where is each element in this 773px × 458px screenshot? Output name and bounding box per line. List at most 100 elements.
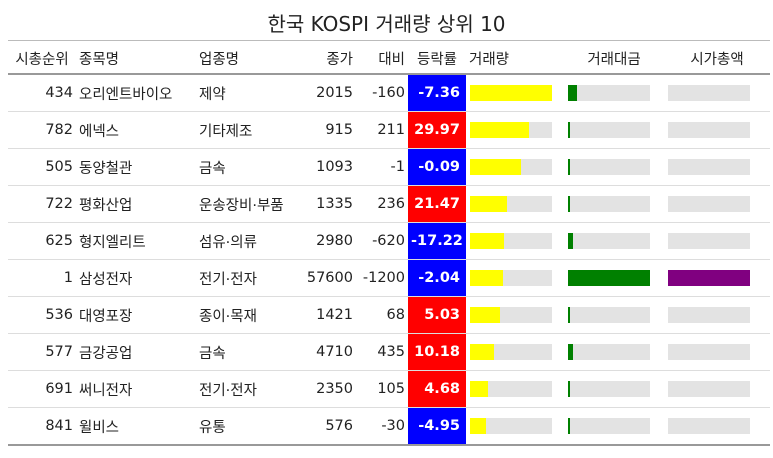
header-name: 종목명 bbox=[76, 43, 196, 75]
cell-mktcap-bar-track bbox=[668, 418, 750, 434]
cell-name: 에넥스 bbox=[76, 111, 196, 149]
cell-value-bar-track bbox=[568, 85, 650, 101]
cell-value-bar bbox=[564, 296, 664, 334]
cell-diff: 68 bbox=[356, 296, 408, 334]
table-row: 722 평화산업 운송장비·부품 1335 236 21.47 bbox=[8, 185, 770, 223]
cell-value-bar-track bbox=[568, 307, 650, 323]
cell-volume-bar-fill bbox=[470, 381, 489, 397]
table-row: 625 형지엘리트 섬유·의류 2980 -620 -17.22 bbox=[8, 222, 770, 260]
cell-volume-bar-fill bbox=[470, 418, 487, 434]
cell-sector: 유통 bbox=[196, 407, 300, 446]
cell-mktcap-bar bbox=[664, 333, 770, 371]
cell-value-bar bbox=[564, 370, 664, 408]
cell-sector: 운송장비·부품 bbox=[196, 185, 300, 223]
cell-value-bar-track bbox=[568, 122, 650, 138]
cell-sector: 종이·목재 bbox=[196, 296, 300, 334]
cell-volume-bar bbox=[466, 222, 564, 260]
cell-volume-bar bbox=[466, 370, 564, 408]
cell-name: 오리엔트바이오 bbox=[76, 74, 196, 112]
cell-sector: 금속 bbox=[196, 148, 300, 186]
cell-volume-bar-fill bbox=[470, 85, 552, 101]
table-row: 782 에넥스 기타제조 915 211 29.97 bbox=[8, 111, 770, 149]
cell-name: 형지엘리트 bbox=[76, 222, 196, 260]
cell-value-bar-track bbox=[568, 270, 650, 286]
cell-volume-bar-fill bbox=[470, 122, 530, 138]
cell-mktcap-bar bbox=[664, 148, 770, 186]
page-title: 한국 KOSPI 거래량 상위 10 bbox=[267, 12, 506, 36]
cell-value-bar-track bbox=[568, 196, 650, 212]
cell-value-bar-fill bbox=[568, 270, 650, 286]
table-row: 434 오리엔트바이오 제약 2015 -160 -7.36 bbox=[8, 74, 770, 112]
cell-volume-bar-track bbox=[470, 381, 552, 397]
header-diff: 대비 bbox=[356, 43, 408, 75]
cell-value-bar-fill bbox=[568, 85, 578, 101]
cell-mktcap-bar-track bbox=[668, 270, 750, 286]
cell-volume-bar bbox=[466, 148, 564, 186]
cell-volume-bar bbox=[466, 111, 564, 149]
cell-volume-bar-track bbox=[470, 196, 552, 212]
cell-mktcap-bar-track bbox=[668, 344, 750, 360]
cell-name: 평화산업 bbox=[76, 185, 196, 223]
cell-sector: 금속 bbox=[196, 333, 300, 371]
cell-volume-bar-track bbox=[470, 85, 552, 101]
cell-close: 2015 bbox=[300, 74, 356, 112]
stock-table: 시총순위 종목명 업종명 종가 대비 등락률 거래량 거래대금 시가총액 434… bbox=[8, 43, 770, 446]
cell-volume-bar-track bbox=[470, 122, 552, 138]
cell-volume-bar-fill bbox=[470, 233, 505, 249]
cell-diff: -1200 bbox=[356, 259, 408, 297]
cell-change-rate: -7.36 bbox=[408, 74, 466, 112]
cell-close: 2350 bbox=[300, 370, 356, 408]
cell-mktcap-bar-track bbox=[668, 85, 750, 101]
cell-mktcap-bar-track bbox=[668, 381, 750, 397]
cell-volume-bar-fill bbox=[470, 344, 494, 360]
cell-volume-bar-fill bbox=[470, 307, 501, 323]
cell-rank: 577 bbox=[8, 333, 76, 371]
table-row: 577 금강공업 금속 4710 435 10.18 bbox=[8, 333, 770, 371]
cell-rank: 1 bbox=[8, 259, 76, 297]
cell-mktcap-bar bbox=[664, 222, 770, 260]
cell-mktcap-bar bbox=[664, 74, 770, 112]
cell-name: 대영포장 bbox=[76, 296, 196, 334]
cell-sector: 제약 bbox=[196, 74, 300, 112]
cell-change-rate: 10.18 bbox=[408, 333, 466, 371]
cell-value-bar-track bbox=[568, 418, 650, 434]
title-divider bbox=[8, 40, 770, 41]
cell-close: 2980 bbox=[300, 222, 356, 260]
cell-name: 윌비스 bbox=[76, 407, 196, 446]
cell-value-bar bbox=[564, 185, 664, 223]
cell-close: 57600 bbox=[300, 259, 356, 297]
cell-name: 삼성전자 bbox=[76, 259, 196, 297]
cell-value-bar-track bbox=[568, 159, 650, 175]
cell-sector: 기타제조 bbox=[196, 111, 300, 149]
cell-volume-bar-fill bbox=[470, 196, 507, 212]
cell-volume-bar bbox=[466, 333, 564, 371]
cell-change-rate: -2.04 bbox=[408, 259, 466, 297]
cell-mktcap-bar-track bbox=[668, 159, 750, 175]
cell-mktcap-bar-fill bbox=[668, 270, 750, 286]
cell-rank: 505 bbox=[8, 148, 76, 186]
cell-value-bar-fill bbox=[568, 159, 570, 175]
cell-close: 1421 bbox=[300, 296, 356, 334]
cell-mktcap-bar-track bbox=[668, 196, 750, 212]
cell-value-bar-fill bbox=[568, 344, 573, 360]
cell-change-rate: -17.22 bbox=[408, 222, 466, 260]
cell-close: 1335 bbox=[300, 185, 356, 223]
table-row: 505 동양철관 금속 1093 -1 -0.09 bbox=[8, 148, 770, 186]
cell-mktcap-bar-track bbox=[668, 307, 750, 323]
cell-value-bar-fill bbox=[568, 307, 571, 323]
cell-diff: -30 bbox=[356, 407, 408, 446]
table-row: 691 써니전자 전기·전자 2350 105 4.68 bbox=[8, 370, 770, 408]
cell-volume-bar bbox=[466, 74, 564, 112]
cell-value-bar bbox=[564, 148, 664, 186]
cell-volume-bar bbox=[466, 407, 564, 446]
cell-value-bar-track bbox=[568, 233, 650, 249]
cell-volume-bar-track bbox=[470, 307, 552, 323]
cell-value-bar bbox=[564, 222, 664, 260]
cell-value-bar bbox=[564, 333, 664, 371]
cell-rank: 841 bbox=[8, 407, 76, 446]
cell-close: 576 bbox=[300, 407, 356, 446]
cell-diff: 236 bbox=[356, 185, 408, 223]
cell-diff: 211 bbox=[356, 111, 408, 149]
cell-name: 써니전자 bbox=[76, 370, 196, 408]
cell-volume-bar-track bbox=[470, 344, 552, 360]
